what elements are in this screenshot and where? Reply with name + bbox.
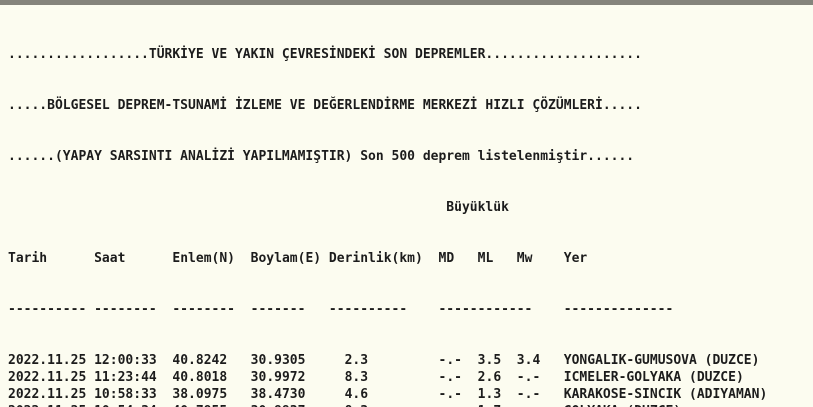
report-title-line-2: .....BÖLGESEL DEPREM-TSUNAMİ İZLEME VE D… <box>8 98 642 113</box>
cell-tarih: 2022.11.25 <box>8 370 87 385</box>
magnitude-group-label-line: Büyüklük <box>8 199 813 216</box>
column-header-boylame: Boylam(E) <box>235 251 322 266</box>
report-title-line-1: ..................TÜRKİYE VE YAKIN ÇEVRE… <box>8 47 642 62</box>
cell-saat: 10:54:34 <box>86 404 157 407</box>
cell-mw: 3.4 <box>501 353 541 368</box>
cell-tarih: 2022.11.25 <box>8 387 87 402</box>
cell-derinlik: 8.3 <box>305 370 369 385</box>
cell-enlem: 40.8018 <box>156 370 228 385</box>
column-header-ml: ML <box>454 251 494 266</box>
cell-saat: 11:23:44 <box>86 370 157 385</box>
earthquake-rows: 2022.11.25 12:00:33 40.8242 30.9305 2.3 … <box>8 352 813 407</box>
cell-enlem: 38.0975 <box>156 387 228 402</box>
cell-md: -.- <box>368 387 463 402</box>
table-row: 2022.11.25 10:54:34 40.7955 30.9937 8.3 … <box>8 403 813 407</box>
cell-derinlik: 8.3 <box>305 404 369 407</box>
magnitude-group-label: Büyüklük <box>8 200 509 215</box>
separator-line: ---------- -------- -------- ------- ---… <box>8 301 813 318</box>
cell-yer: GOLYAKA (DUZCE) <box>540 404 681 407</box>
cell-tarih: 2022.11.25 <box>8 404 86 407</box>
cell-derinlik: 4.6 <box>305 387 369 402</box>
cell-yer: KARAKOSE-SINCIK (ADIYAMAN) <box>540 387 768 402</box>
cell-saat: 12:00:33 <box>86 353 157 368</box>
cell-mw: -.- <box>501 387 541 402</box>
cell-enlem: 40.8242 <box>156 353 228 368</box>
cell-mw: -.- <box>501 370 541 385</box>
cell-md: -.- <box>368 404 462 407</box>
cell-yer: YONGALIK-GUMUSOVA (DUZCE) <box>540 353 760 368</box>
column-header-derinlikkm: Derinlik(km) <box>321 251 423 266</box>
cell-saat: 10:58:33 <box>86 387 157 402</box>
column-header-saat: Saat <box>47 251 126 266</box>
table-row: 2022.11.25 10:58:33 38.0975 38.4730 4.6 … <box>8 386 813 403</box>
cell-md: -.- <box>368 370 463 385</box>
column-header-tarih: Tarih <box>8 251 48 266</box>
column-header-mw: Mw <box>493 251 533 266</box>
cell-ml: 1.7 <box>462 404 502 407</box>
column-header-enlemn: Enlem(N) <box>125 251 235 266</box>
top-border-bar <box>0 0 813 5</box>
cell-boylam: 38.4730 <box>227 387 306 402</box>
report-title-line-3: ......(YAPAY SARSINTI ANALİZİ YAPILMAMIŞ… <box>8 149 635 164</box>
cell-ml: 3.5 <box>462 353 502 368</box>
cell-yer: ICMELER-GOLYAKA (DUZCE) <box>540 370 744 385</box>
cell-enlem: 40.7955 <box>157 404 227 407</box>
cell-md: -.- <box>368 353 463 368</box>
column-header-row: Tarih Saat Enlem(N) Boylam(E) Derinlik(k… <box>8 250 813 267</box>
cell-boylam: 30.9305 <box>227 353 306 368</box>
column-header-md: MD <box>422 251 455 266</box>
earthquake-report: ..................TÜRKİYE VE YAKIN ÇEVRE… <box>0 5 813 407</box>
cell-boylam: 30.9972 <box>227 370 306 385</box>
table-row: 2022.11.25 12:00:33 40.8242 30.9305 2.3 … <box>8 352 813 369</box>
cell-mw: -.- <box>501 404 541 407</box>
column-header-yer: Yer <box>532 251 588 266</box>
table-row: 2022.11.25 11:23:44 40.8018 30.9972 8.3 … <box>8 369 813 386</box>
cell-ml: 2.6 <box>462 370 502 385</box>
cell-boylam: 30.9937 <box>227 404 306 407</box>
separator-dashes: ---------- -------- -------- ------- ---… <box>8 302 674 317</box>
cell-derinlik: 2.3 <box>305 353 369 368</box>
cell-tarih: 2022.11.25 <box>8 353 87 368</box>
cell-ml: 1.3 <box>462 387 502 402</box>
